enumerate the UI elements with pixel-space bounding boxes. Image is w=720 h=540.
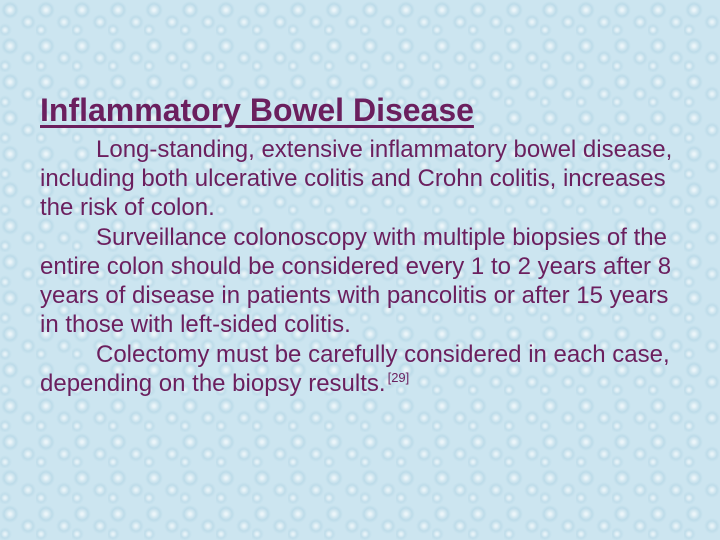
paragraph-1: Long-standing, extensive inflammatory bo… [40, 135, 680, 223]
paragraph-2: Surveillance colonoscopy with multiple b… [40, 223, 680, 340]
slide-content: Inflammatory Bowel Disease Long-standing… [0, 0, 720, 540]
paragraph-3-text: Colectomy must be carefully considered i… [40, 341, 670, 397]
slide-title: Inflammatory Bowel Disease [40, 92, 680, 129]
slide-body: Long-standing, extensive inflammatory bo… [40, 135, 680, 398]
paragraph-3: Colectomy must be carefully considered i… [40, 340, 680, 399]
citation-ref: [29] [388, 370, 410, 385]
